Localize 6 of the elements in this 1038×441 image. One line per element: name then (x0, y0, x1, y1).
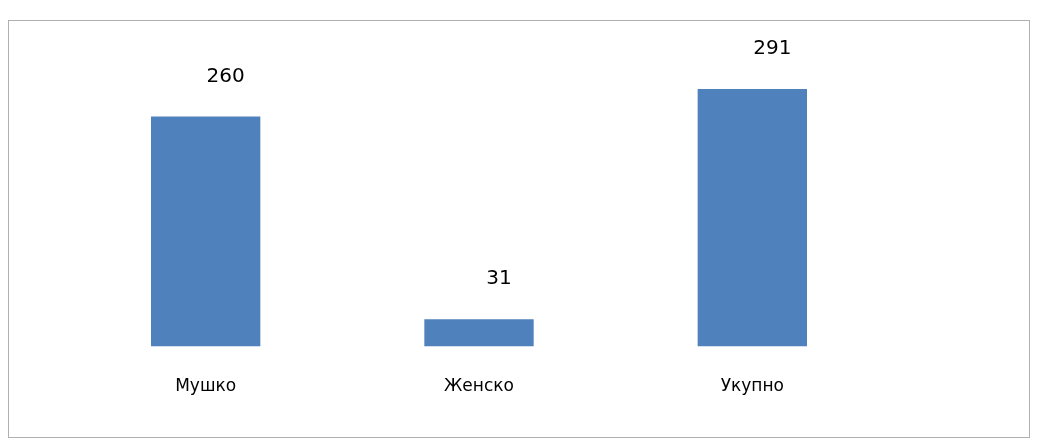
data-label: 31 (486, 265, 512, 290)
x-tick-label: Женско (444, 375, 514, 396)
data-label: 291 (753, 35, 792, 60)
x-tick-label: Укупно (720, 375, 784, 396)
x-tick-label: Мушко (175, 375, 237, 396)
data-label: 260 (206, 62, 245, 87)
